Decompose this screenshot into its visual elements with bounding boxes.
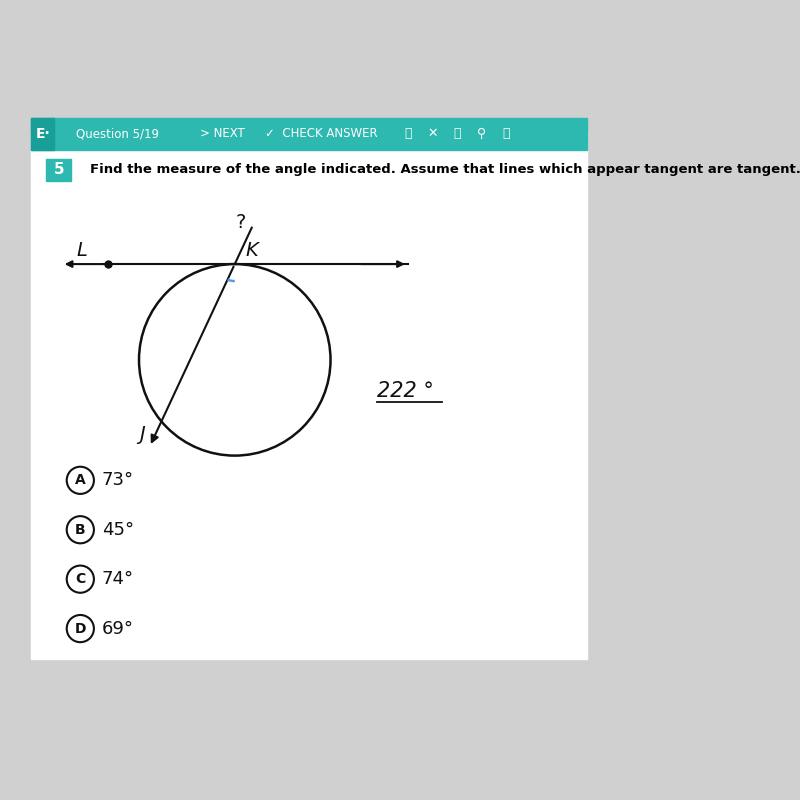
Text: Question 5/19: Question 5/19 [76,127,159,140]
Text: 45°: 45° [102,521,134,538]
Text: E·: E· [35,126,50,141]
Bar [31,131,587,659]
Text: C: C [75,572,86,586]
Text: K: K [246,241,258,260]
Text: > NEXT: > NEXT [200,127,245,140]
Text: ⚲: ⚲ [478,127,486,140]
Text: 73°: 73° [102,471,134,490]
Text: 222 °: 222 ° [377,381,434,401]
Text: B: B [75,522,86,537]
Text: J: J [138,426,145,445]
Text: ?: ? [236,213,246,231]
Text: 69°: 69° [102,619,134,638]
Text: ✓  CHECK ANSWER: ✓ CHECK ANSWER [265,127,378,140]
Text: ✕: ✕ [427,127,438,140]
Bar [31,118,54,150]
Bar [46,159,71,181]
Text: 74°: 74° [102,570,134,588]
Bar [31,118,587,150]
Text: Find the measure of the angle indicated. Assume that lines which appear tangent : Find the measure of the angle indicated.… [90,163,800,176]
Text: L: L [77,241,88,260]
Text: ⎕: ⎕ [454,127,461,140]
Text: ⧉: ⧉ [404,127,411,140]
Text: ⎓: ⎓ [503,127,510,140]
Text: A: A [75,474,86,487]
Text: 5: 5 [54,162,64,178]
Text: D: D [74,622,86,635]
